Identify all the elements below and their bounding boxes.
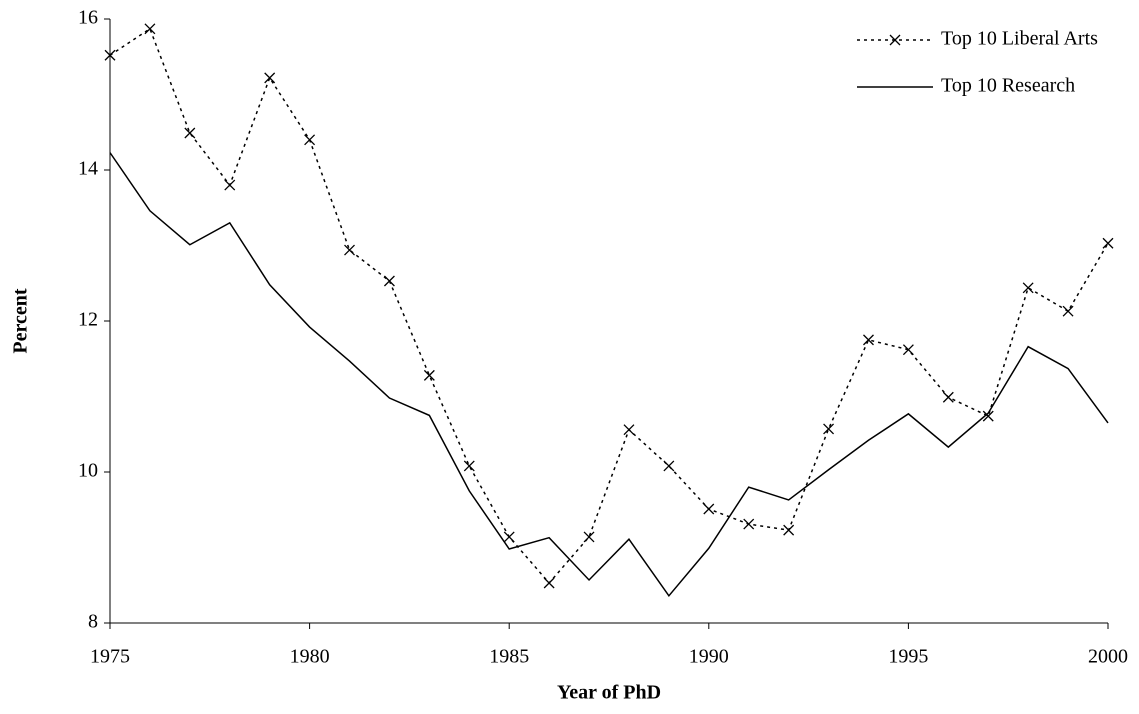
- data-point: [823, 423, 835, 435]
- series-line: [109, 152, 1109, 598]
- data-point: [663, 460, 675, 472]
- x-tick-label: 2000: [1088, 646, 1128, 668]
- x-axis-title: Year of PhD: [557, 682, 661, 704]
- data-point: [224, 179, 236, 191]
- legend-label: Top 10 Research: [941, 75, 1075, 97]
- data-point: [623, 424, 635, 436]
- data-point: [383, 275, 395, 287]
- y-tick-label: 10: [78, 460, 98, 482]
- data-point: [902, 344, 914, 356]
- data-point: [583, 531, 595, 543]
- data-point: [264, 72, 276, 84]
- data-point: [1062, 305, 1074, 317]
- series-line: [109, 27, 1109, 585]
- data-point: [543, 577, 555, 589]
- y-tick-label: 16: [78, 7, 98, 29]
- y-tick-label: 12: [78, 309, 98, 331]
- data-point: [743, 518, 755, 530]
- data-point: [703, 503, 715, 515]
- data-point: [503, 531, 515, 543]
- data-point: [982, 410, 994, 422]
- legend-label: Top 10 Liberal Arts: [941, 28, 1098, 50]
- data-point: [463, 460, 475, 472]
- data-point: [1022, 282, 1034, 294]
- data-point: [1102, 237, 1114, 249]
- data-point: [184, 127, 196, 139]
- y-axis-title: Percent: [10, 288, 32, 353]
- legend-marker: [889, 34, 901, 46]
- data-point: [104, 49, 116, 61]
- data-point: [304, 134, 316, 146]
- data-point: [344, 244, 355, 256]
- data-point: [863, 334, 874, 346]
- y-tick-label: 8: [88, 611, 98, 633]
- data-point: [144, 23, 156, 35]
- y-tick-label: 14: [78, 158, 98, 180]
- x-tick-label: 1995: [888, 646, 928, 668]
- x-tick-label: 1980: [290, 646, 330, 668]
- data-point: [423, 369, 435, 381]
- data-point: [942, 391, 954, 403]
- x-tick-label: 1985: [489, 646, 529, 668]
- data-point: [783, 524, 795, 536]
- x-tick-label: 1990: [689, 646, 729, 668]
- x-tick-label: 1975: [90, 646, 130, 668]
